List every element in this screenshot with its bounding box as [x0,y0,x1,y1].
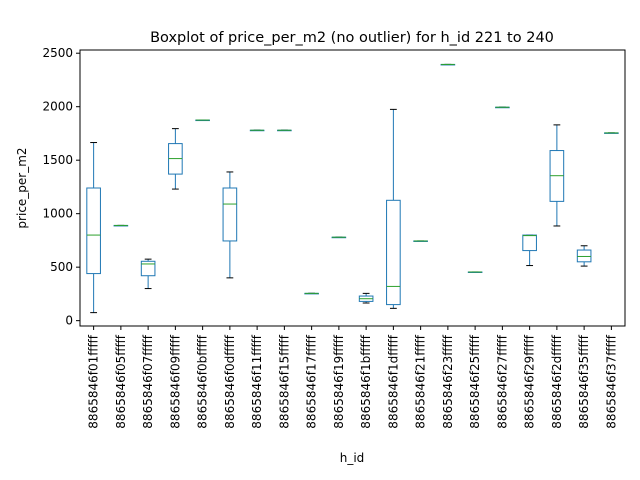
y-tick-label: 1000 [42,207,73,221]
plot-frame [79,49,626,327]
box-8865846f09fffff [168,128,183,190]
x-tick-label: 8865846f19fffff [332,334,346,428]
box-8865846f19fffff [331,236,347,239]
box-8865846f0dfffff [222,171,238,279]
x-tick-label: 8865846f25fffff [468,334,482,428]
box-8865846f27fffff [495,106,510,109]
box-8865846f11fffff [249,129,265,132]
x-axis: 8865846f01fffff 8865846f05fffff 8865846f07… [87,326,618,429]
y-tick-label: 2000 [42,100,73,114]
x-tick-label: 8865846f15fffff [277,334,291,428]
box-8865846f2dfffff [549,124,565,227]
y-axis: 0 500 1000 1500 2000 2500 [42,46,80,328]
x-tick-label: 8865846f1dfffff [386,334,400,428]
x-tick-label: 8865846f11fffff [250,334,264,428]
y-tick-label: 0 [65,314,73,328]
box-8865846f15fffff [277,129,292,132]
iqr-box [522,234,537,252]
box-series [86,63,619,314]
x-tick-label: 8865846f17fffff [305,334,319,428]
x-tick-label: 8865846f09fffff [168,334,182,428]
x-tick-label: 8865846f29fffff [523,334,537,428]
x-axis-label: h_id [340,451,365,465]
y-tick-label: 2500 [42,46,73,60]
box-8865846f0bfffff [195,119,210,122]
box-8865846f37fffff [604,132,619,134]
y-tick-label: 1500 [42,153,73,167]
box-8865846f23fffff [440,63,456,66]
iqr-box [386,199,401,306]
x-tick-label: 8865846f27fffff [495,334,509,428]
x-tick-label: 8865846f0bfffff [196,334,210,428]
box-8865846f21fffff [413,240,428,242]
x-tick-label: 8865846f07fffff [141,334,155,428]
box-8865846f07fffff [140,258,156,290]
x-tick-label: 8865846f1bfffff [359,334,373,428]
box-8865846f1bfffff [358,292,374,304]
box-8865846f01fffff [86,142,101,314]
iqr-box [86,187,101,275]
y-axis-label: price_per_m2 [15,147,29,228]
x-tick-label: 8865846f21fffff [414,334,428,428]
box-8865846f1dfffff [386,108,401,309]
box-8865846f25fffff [467,271,483,273]
y-tick-label: 500 [50,260,73,274]
iqr-box [140,260,156,277]
box-8865846f35fffff [576,245,592,267]
iqr-box [222,187,238,242]
iqr-box [576,249,592,263]
x-tick-label: 8865846f05fffff [114,334,128,428]
x-tick-label: 8865846f23fffff [441,334,455,428]
box-8865846f05fffff [113,224,129,227]
box-8865846f17fffff [304,292,319,295]
x-tick-label: 8865846f35fffff [577,334,591,428]
x-tick-label: 8865846f2dfffff [550,334,564,428]
x-tick-label: 8865846f01fffff [87,334,101,428]
chart-title: Boxplot of price_per_m2 (no outlier) for… [150,30,554,46]
box-8865846f29fffff [522,234,537,267]
x-tick-label: 8865846f0dfffff [223,334,237,428]
x-tick-label: 8865846f37fffff [604,334,618,428]
